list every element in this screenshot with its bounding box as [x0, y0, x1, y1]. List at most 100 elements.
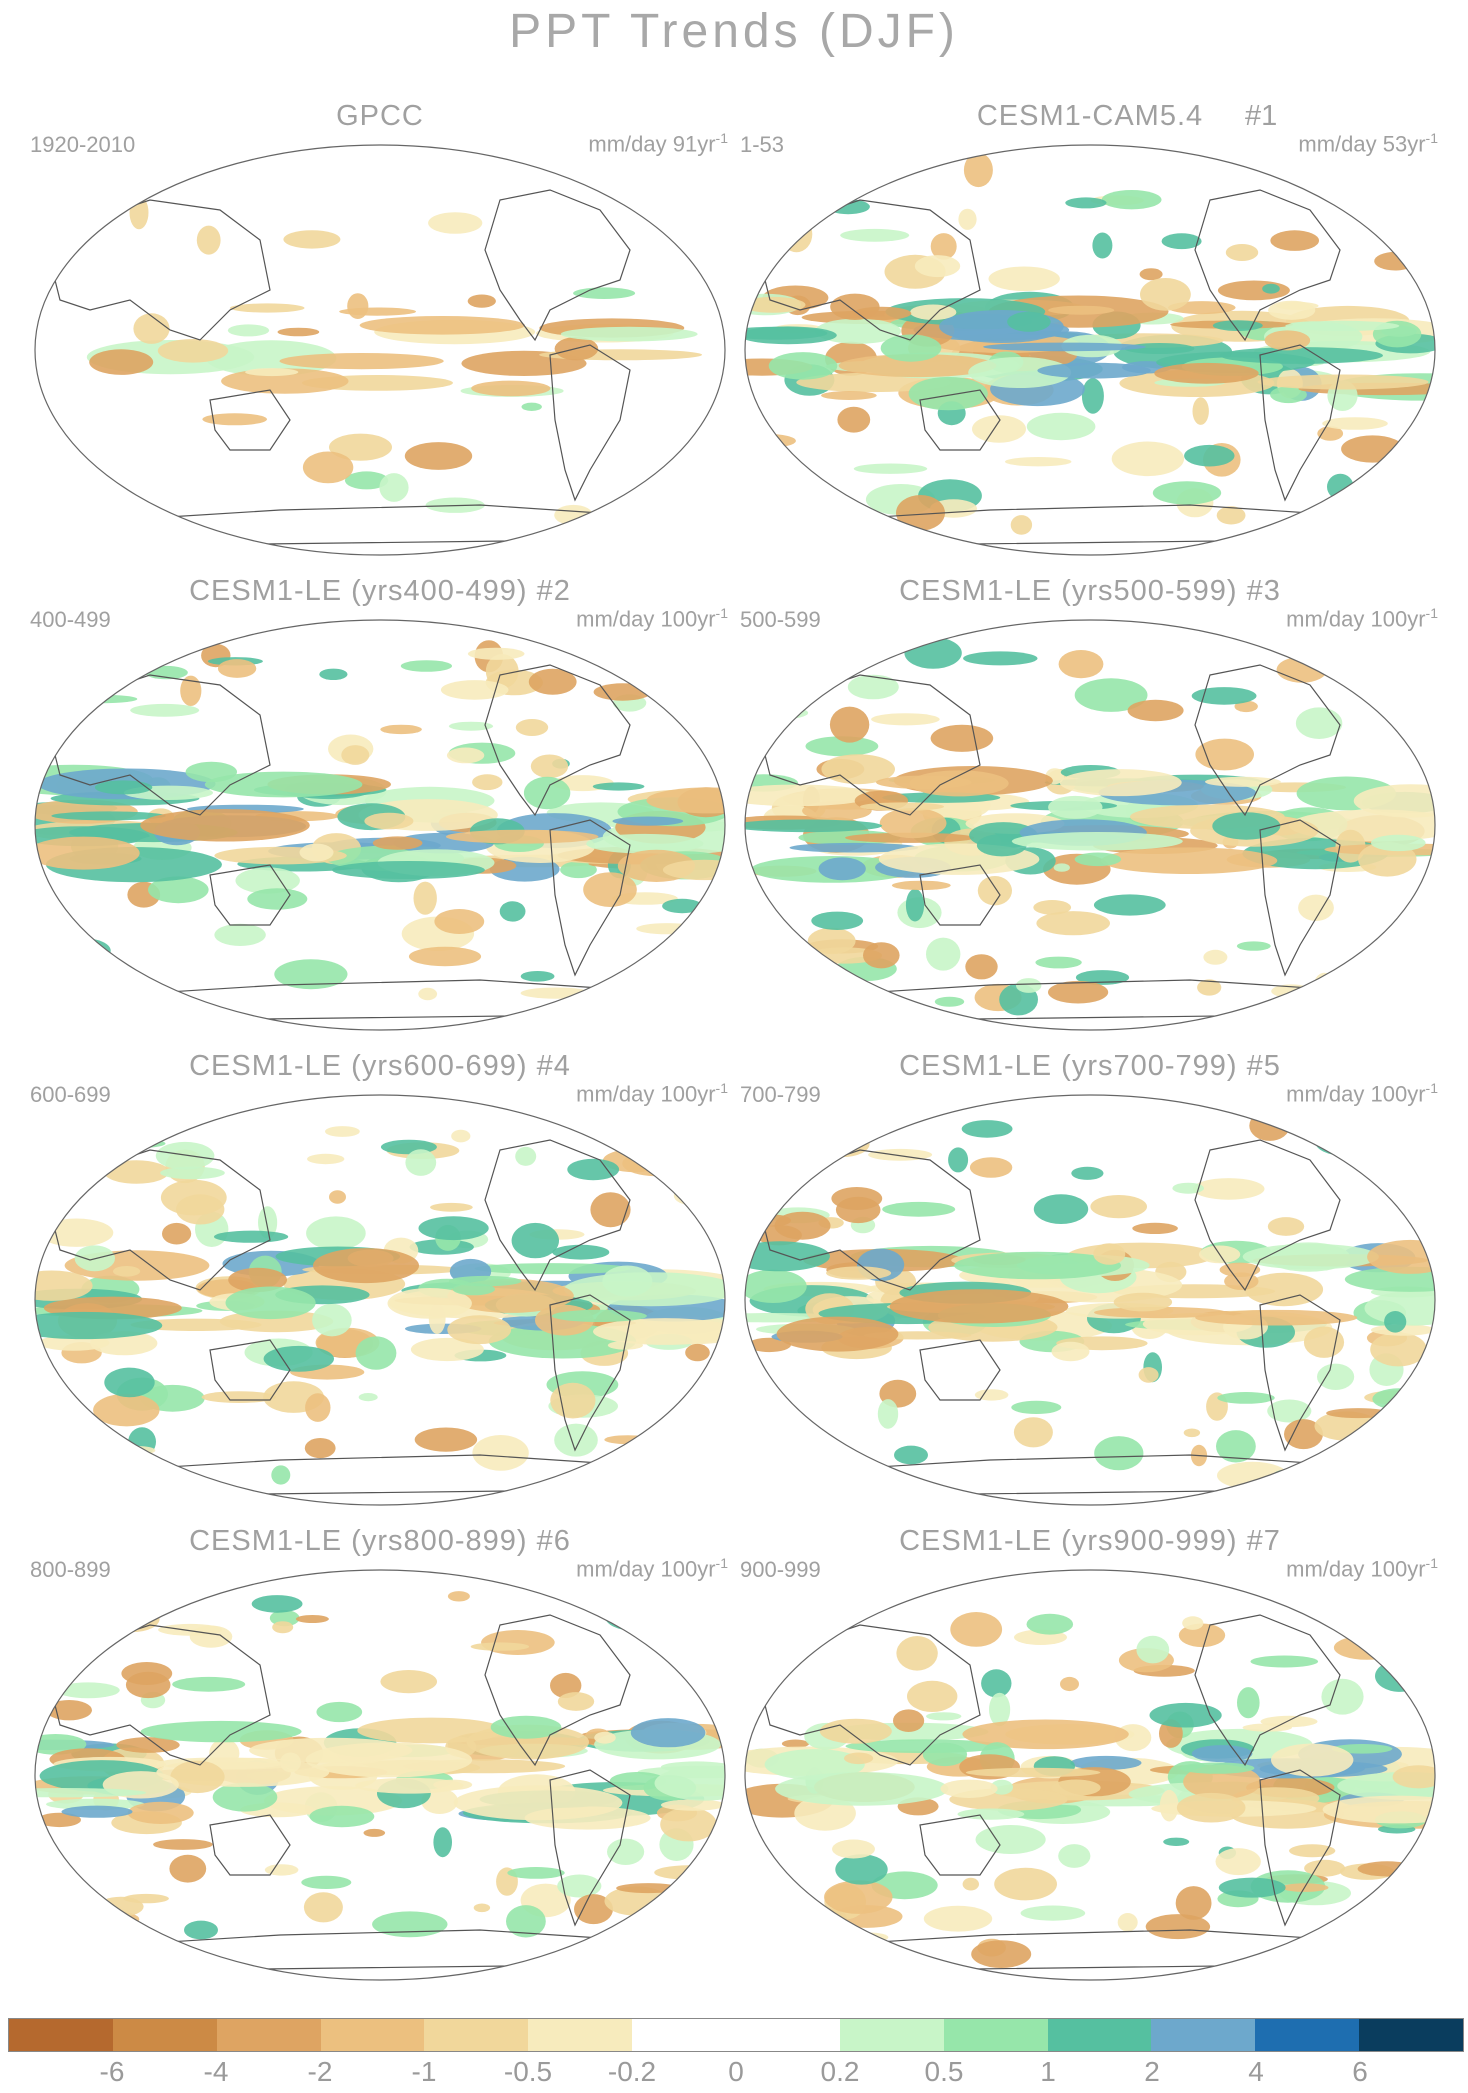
colorbar-tick-label: -0.5	[503, 2056, 553, 2087]
world-map	[34, 1569, 726, 1981]
trend-patch	[140, 1720, 302, 1743]
panel-period: 900-999	[740, 1557, 821, 1582]
trend-patch	[1337, 666, 1373, 680]
colorbar-segment	[1255, 2019, 1360, 2051]
world-map	[744, 1569, 1436, 1981]
trend-patch	[1285, 320, 1400, 331]
trend-patch	[1276, 656, 1328, 683]
trend-patch	[474, 1263, 631, 1275]
panel-title: CESM1-LE (yrs800-899) #6	[189, 1525, 571, 1557]
trend-patch	[418, 1216, 489, 1241]
trend-patch	[1272, 1469, 1311, 1482]
trend-patch	[807, 927, 856, 955]
trend-patch	[940, 1779, 998, 1798]
trend-patch	[170, 1760, 225, 1794]
trend-patch	[372, 836, 423, 850]
trend-patch	[963, 651, 1038, 666]
trend-patch	[1127, 699, 1184, 722]
trend-patch	[552, 1244, 610, 1260]
trend-patch	[405, 1149, 437, 1176]
trend-patch	[630, 1718, 706, 1748]
trend-patch	[948, 1147, 969, 1173]
panel-number: #1	[1245, 100, 1278, 132]
trend-patch	[1011, 1400, 1062, 1414]
trend-patch	[1093, 1243, 1126, 1265]
colorbar-tick-label: 2	[1144, 2056, 1160, 2087]
trend-patch	[1005, 457, 1072, 467]
trend-patch	[404, 442, 473, 470]
trend-patch	[1037, 362, 1151, 379]
trend-patch	[217, 659, 257, 678]
trend-patch	[958, 208, 977, 230]
trend-patch	[93, 1393, 160, 1427]
coastline	[49, 674, 271, 816]
trend-patch	[860, 802, 944, 811]
world-map	[744, 619, 1436, 1031]
trend-patch	[560, 861, 597, 879]
panel-cam54: CESM1-CAM5.4 #1 1-53 mm/day 53yr-1	[740, 100, 1440, 560]
colorbar-segment	[424, 2019, 529, 2051]
trend-patch	[433, 1827, 453, 1858]
trend-patch	[212, 1782, 278, 1812]
trend-patch	[930, 724, 994, 752]
colorbar-tick-label: 4	[1248, 2056, 1264, 2087]
trend-patch	[583, 872, 637, 907]
panel-title: GPCC	[336, 100, 424, 132]
trend-patch	[272, 1621, 294, 1634]
colorbar-tick-label: 6	[1352, 2056, 1368, 2087]
trend-patch	[671, 665, 696, 680]
colorbar-segment	[1151, 2019, 1256, 2051]
trend-patch	[414, 1427, 478, 1452]
trend-patch	[312, 1303, 352, 1337]
trend-patch	[850, 1932, 889, 1943]
trend-patch	[202, 413, 267, 426]
trend-patch	[169, 1854, 207, 1883]
trend-patch	[975, 1825, 1046, 1854]
panel-units: mm/day 91yr-1	[588, 130, 728, 157]
trend-patch	[889, 1289, 1069, 1324]
panel-period: 700-799	[740, 1082, 821, 1107]
trend-patch	[1033, 1194, 1089, 1224]
panel-le-4: CESM1-LE (yrs600-699) #4 600-699 mm/day …	[30, 1050, 730, 1510]
panel-period: 1-53	[740, 132, 785, 157]
trend-patch	[1317, 1363, 1355, 1390]
trend-patch	[359, 316, 525, 335]
coastline	[49, 1624, 271, 1766]
trend-patch	[1075, 970, 1130, 985]
trend-patch	[1219, 347, 1383, 364]
trend-patch	[39, 1218, 114, 1247]
trend-patch	[1020, 1905, 1086, 1921]
coastline	[549, 1294, 631, 1452]
trend-patch	[821, 754, 895, 785]
trend-patch	[304, 1438, 336, 1459]
panel-period: 400-499	[30, 607, 111, 632]
trend-patch	[160, 1166, 225, 1180]
trend-patch	[1113, 1292, 1173, 1312]
trend-patch	[76, 976, 108, 997]
trend-patch	[301, 1875, 352, 1889]
trend-patch	[1322, 417, 1388, 430]
trend-patch	[775, 1772, 949, 1806]
colorbar-tick-label: 1	[1040, 2056, 1056, 2087]
map-boundary	[744, 1569, 1436, 1981]
world-map	[744, 1094, 1436, 1506]
panel-title: CESM1-LE (yrs900-999) #7	[899, 1525, 1281, 1557]
coastline	[49, 199, 271, 341]
trend-patch	[586, 833, 704, 854]
trend-patch	[1203, 949, 1228, 965]
trend-patch	[1059, 769, 1182, 797]
trend-patch	[47, 1409, 77, 1419]
colorbar-tick-label: -6	[99, 2056, 125, 2087]
trend-patch	[472, 1435, 529, 1471]
trend-patch	[1267, 1217, 1305, 1236]
trend-patch	[934, 996, 965, 1007]
trend-patch	[965, 1767, 1101, 1778]
trend-patch	[263, 1345, 334, 1372]
trend-patch	[963, 152, 993, 188]
trend-patch	[155, 1141, 215, 1170]
panel-period: 800-899	[30, 1557, 111, 1582]
trend-patch	[227, 324, 270, 337]
trend-patch	[1250, 1655, 1319, 1668]
trend-patch	[752, 1459, 775, 1486]
trend-patch	[1048, 795, 1103, 819]
